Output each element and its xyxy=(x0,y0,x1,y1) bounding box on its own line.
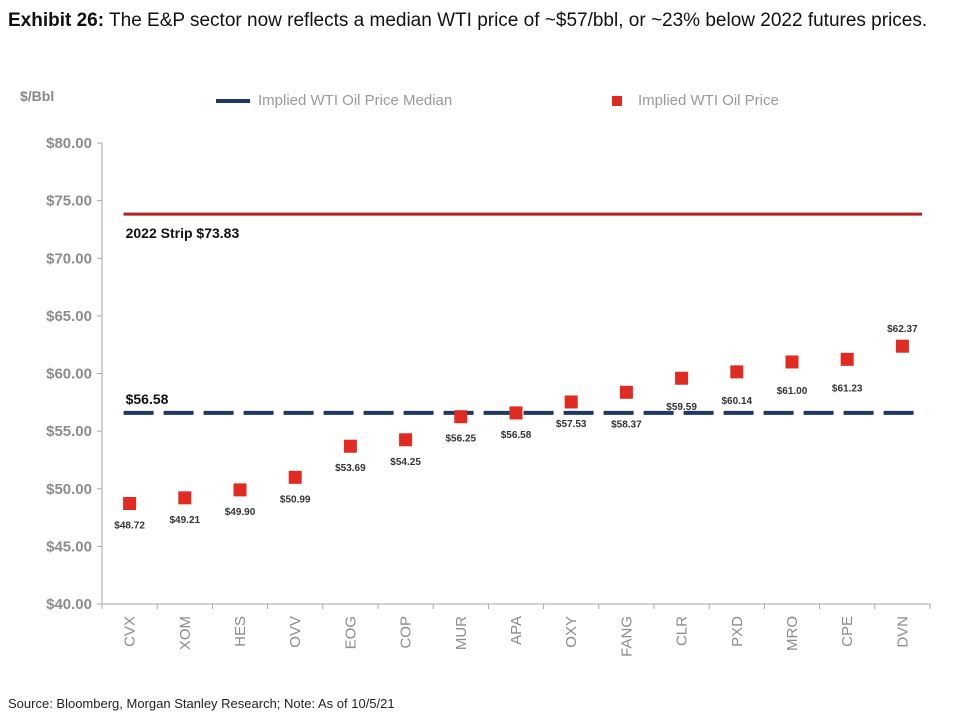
data-point-clr xyxy=(675,371,689,385)
data-label-apa: $56.58 xyxy=(501,430,532,441)
data-label-cvx: $48.72 xyxy=(114,521,145,532)
y-tick-label: $55.00 xyxy=(46,423,92,440)
x-category-label: FANG xyxy=(618,616,635,657)
y-tick-label: $70.00 xyxy=(46,250,92,267)
chart-title: Exhibit 26: The E&P sector now reflects … xyxy=(8,8,948,34)
x-category-label: XOM xyxy=(177,616,194,650)
x-category-label: PXD xyxy=(729,616,746,647)
x-category-label: CPE xyxy=(839,616,856,647)
data-label-dvn: $62.37 xyxy=(887,324,918,335)
data-point-cvx xyxy=(123,497,137,511)
x-category-label: CVX xyxy=(122,616,139,647)
data-point-mro xyxy=(785,355,799,369)
data-label-oxy: $57.53 xyxy=(556,419,587,430)
data-point-apa xyxy=(509,406,523,420)
data-label-pxd: $60.14 xyxy=(722,396,753,407)
data-label-cpe: $61.23 xyxy=(832,383,863,394)
data-label-hes: $49.90 xyxy=(225,507,256,518)
data-point-pxd xyxy=(730,365,744,379)
data-label-cop: $54.25 xyxy=(390,457,421,468)
legend-item-points: Implied WTI Oil Price xyxy=(612,92,779,109)
data-label-ovv: $50.99 xyxy=(280,494,311,505)
legend-point-square-swatch xyxy=(612,95,622,106)
data-point-mur xyxy=(454,410,468,424)
y-tick-label: $60.00 xyxy=(46,366,92,383)
data-point-cpe xyxy=(840,352,854,366)
data-point-dvn xyxy=(895,339,909,353)
legend-median-label: Implied WTI Oil Price Median xyxy=(258,92,453,109)
data-label-mur: $56.25 xyxy=(446,434,477,445)
x-category-label: COP xyxy=(398,616,415,649)
legend-points-label: Implied WTI Oil Price xyxy=(638,92,779,109)
x-category-label: OXY xyxy=(563,616,580,648)
x-category-label: DVN xyxy=(894,616,911,648)
median-line-label: $56.58 xyxy=(126,391,169,407)
data-point-xom xyxy=(178,491,192,505)
data-label-mro: $61.00 xyxy=(777,386,808,397)
data-point-oxy xyxy=(564,395,578,409)
data-label-eog: $53.69 xyxy=(335,463,366,474)
data-label-clr: $59.59 xyxy=(666,402,697,413)
data-point-cop xyxy=(399,433,413,447)
source-note: Source: Bloomberg, Morgan Stanley Resear… xyxy=(8,696,395,711)
x-category-label: APA xyxy=(508,616,525,645)
y-tick-label: $80.00 xyxy=(46,135,92,152)
data-label-fang: $58.37 xyxy=(611,419,642,430)
x-category-label: MRO xyxy=(784,616,801,651)
y-axis-unit-label: $/Bbl xyxy=(20,88,55,104)
x-category-label: HES xyxy=(232,616,249,647)
y-tick-label: $50.00 xyxy=(46,481,92,498)
x-category-label: OVV xyxy=(287,616,304,648)
y-tick-label: $65.00 xyxy=(46,308,92,325)
title-text: The E&P sector now reflects a median WTI… xyxy=(109,10,928,31)
title-exhibit: Exhibit 26: xyxy=(8,10,105,31)
y-tick-label: $45.00 xyxy=(46,538,92,555)
legend-item-median: Implied WTI Oil Price Median xyxy=(216,92,452,109)
y-tick-label: $40.00 xyxy=(46,596,92,613)
x-category-label: EOG xyxy=(342,616,359,649)
data-point-fang xyxy=(619,385,633,399)
legend-median-line-swatch xyxy=(216,98,250,103)
data-point-eog xyxy=(343,439,357,453)
data-point-hes xyxy=(233,483,247,497)
x-category-label: CLR xyxy=(674,616,691,646)
x-category-label: MUR xyxy=(453,616,470,650)
data-label-xom: $49.21 xyxy=(170,515,201,526)
data-point-ovv xyxy=(288,470,302,484)
strip-reference-label: 2022 Strip $73.83 xyxy=(126,225,240,241)
y-tick-label: $75.00 xyxy=(46,193,92,210)
